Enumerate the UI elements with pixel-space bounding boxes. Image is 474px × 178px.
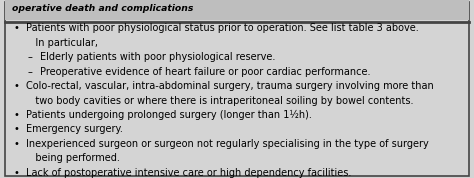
- Text: •: •: [13, 110, 19, 120]
- Text: Emergency surgery.: Emergency surgery.: [26, 124, 123, 134]
- Text: •: •: [13, 124, 19, 134]
- Text: In particular,: In particular,: [26, 38, 98, 48]
- Text: –: –: [27, 67, 32, 77]
- Text: Inexperienced surgeon or surgeon not regularly specialising in the type of surge: Inexperienced surgeon or surgeon not reg…: [26, 139, 429, 149]
- Text: two body cavities or where there is intraperitoneal soiling by bowel contents.: two body cavities or where there is intr…: [26, 96, 414, 106]
- Text: operative death and complications: operative death and complications: [12, 4, 193, 12]
- Text: Preoperative evidence of heart failure or poor cardiac performance.: Preoperative evidence of heart failure o…: [40, 67, 371, 77]
- Text: Patients with poor physiological status prior to operation. See list table 3 abo: Patients with poor physiological status …: [26, 23, 419, 33]
- Text: •: •: [13, 81, 19, 91]
- Text: Colo-rectal, vascular, intra-abdominal surgery, trauma surgery involving more th: Colo-rectal, vascular, intra-abdominal s…: [26, 81, 434, 91]
- Text: Elderly patients with poor physiological reserve.: Elderly patients with poor physiological…: [40, 52, 276, 62]
- Text: –: –: [27, 52, 32, 62]
- Text: Lack of postoperative intensive care or high dependency facilities.: Lack of postoperative intensive care or …: [26, 168, 351, 178]
- Text: Patients undergoing prolonged surgery (longer than 1½h).: Patients undergoing prolonged surgery (l…: [26, 110, 312, 120]
- FancyBboxPatch shape: [5, 0, 469, 20]
- Text: •: •: [13, 168, 19, 178]
- FancyBboxPatch shape: [5, 2, 469, 176]
- Text: being performed.: being performed.: [26, 153, 120, 163]
- Text: •: •: [13, 139, 19, 149]
- Text: •: •: [13, 23, 19, 33]
